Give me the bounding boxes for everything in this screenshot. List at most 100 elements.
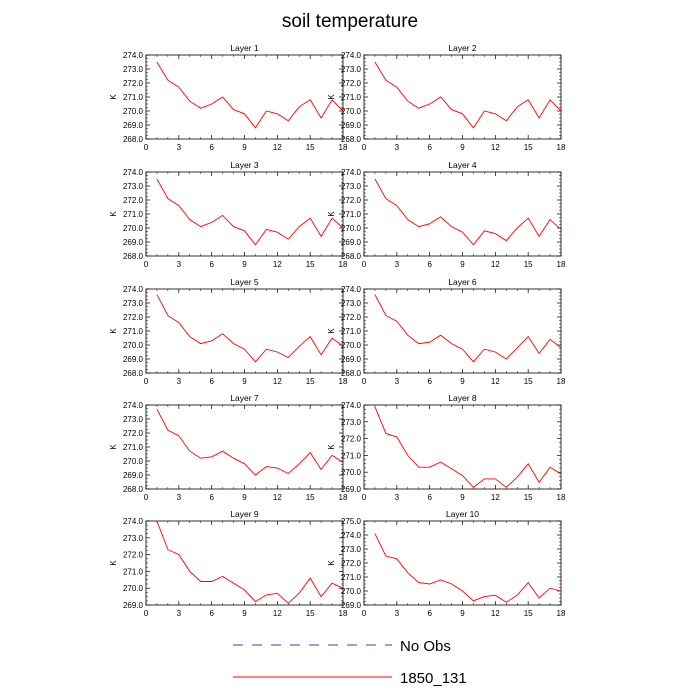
panel-layer-10: Layer 10 269.0 270.0 271.0 272.0 273.0 274.0 27…	[327, 509, 566, 618]
legend-label-2: 1850_131	[400, 670, 467, 687]
y-tick-label: 274.0	[123, 168, 144, 177]
x-tick-label: 3	[177, 260, 182, 269]
y-tick-label: 272.0	[341, 313, 362, 322]
x-tick-label: 0	[362, 377, 367, 386]
y-tick-label: 269.0	[341, 601, 362, 610]
y-tick-label: 271.0	[341, 451, 362, 460]
y-tick-label: 269.0	[123, 601, 144, 610]
panel-layer-5: Layer 5 268.0 269.0 270.0 271.0 272.0 273.0 274…	[109, 277, 348, 386]
series-line-1850-131	[374, 61, 562, 129]
y-tick-label: 268.0	[341, 369, 362, 378]
panel-layer-6: Layer 6 268.0 269.0 270.0 271.0 272.0 273.0 274…	[327, 277, 566, 386]
y-tick-label: 271.0	[123, 327, 144, 336]
y-tick-label: 272.0	[123, 196, 144, 205]
x-tick-label: 9	[460, 260, 465, 269]
series-line-1850-131	[374, 533, 562, 603]
plot-frame	[363, 288, 562, 374]
y-tick-label: 272.0	[123, 79, 144, 88]
y-axis-label: K	[109, 560, 118, 566]
y-tick-label: 274.0	[341, 168, 362, 177]
y-tick-label: 271.0	[341, 93, 362, 102]
plot-frame	[363, 171, 562, 257]
series-line-1850-131	[156, 294, 344, 363]
x-tick-label: 12	[273, 143, 282, 152]
x-tick-label: 15	[306, 493, 315, 502]
x-tick-label: 12	[273, 377, 282, 386]
plot-frame	[363, 404, 562, 490]
y-tick-label: 271.0	[123, 210, 144, 219]
y-tick-label: 270.0	[341, 107, 362, 116]
y-tick-label: 274.0	[123, 51, 144, 60]
x-tick-label: 6	[427, 260, 432, 269]
x-tick-label: 12	[491, 377, 500, 386]
x-tick-label: 15	[524, 143, 533, 152]
panel-title: Layer 3	[230, 160, 259, 170]
y-tick-label: 272.0	[123, 429, 144, 438]
y-tick-label: 272.0	[341, 435, 362, 444]
y-tick-label: 273.0	[123, 65, 144, 74]
y-tick-label: 272.0	[123, 313, 144, 322]
y-tick-label: 268.0	[123, 135, 144, 144]
y-tick-label: 274.0	[341, 51, 362, 60]
series-line-1850-131	[156, 408, 344, 476]
panel-title: Layer 6	[448, 277, 477, 287]
y-tick-label: 274.0	[123, 517, 144, 526]
x-tick-label: 15	[306, 377, 315, 386]
y-tick-label: 271.0	[341, 210, 362, 219]
y-tick-label: 271.0	[341, 573, 362, 582]
x-tick-label: 0	[362, 143, 367, 152]
x-tick-label: 15	[524, 609, 533, 618]
y-tick-label: 269.0	[123, 121, 144, 130]
x-tick-label: 18	[557, 377, 566, 386]
x-tick-label: 0	[144, 493, 149, 502]
x-tick-label: 6	[427, 377, 432, 386]
panel-title: Layer 4	[448, 160, 477, 170]
series-line-1850-131	[156, 520, 344, 604]
x-tick-label: 15	[524, 493, 533, 502]
legend: No Obs 1850_131	[233, 638, 467, 687]
x-tick-label: 3	[395, 377, 400, 386]
y-tick-label: 270.0	[341, 224, 362, 233]
x-tick-label: 12	[273, 493, 282, 502]
y-tick-label: 273.0	[341, 299, 362, 308]
x-tick-label: 3	[177, 143, 182, 152]
y-tick-label: 269.0	[341, 121, 362, 130]
y-tick-label: 271.0	[123, 443, 144, 452]
y-tick-label: 273.0	[123, 415, 144, 424]
y-tick-label: 273.0	[341, 65, 362, 74]
x-tick-label: 0	[362, 493, 367, 502]
y-tick-label: 268.0	[123, 485, 144, 494]
legend-label-1: No Obs	[400, 638, 451, 655]
y-tick-label: 273.0	[341, 418, 362, 427]
panel-layer-9: Layer 9 269.0 270.0 271.0 272.0 273.0 274.0 0 3 6…	[109, 509, 348, 618]
y-tick-label: 270.0	[341, 587, 362, 596]
x-tick-label: 18	[339, 143, 348, 152]
panel-title: Layer 5	[230, 277, 259, 287]
x-tick-label: 6	[209, 609, 214, 618]
x-tick-label: 6	[427, 493, 432, 502]
panel-title: Layer 2	[448, 43, 477, 53]
y-axis-label: K	[109, 94, 118, 100]
x-tick-label: 0	[362, 609, 367, 618]
x-tick-label: 6	[209, 260, 214, 269]
x-tick-label: 9	[242, 260, 247, 269]
panel-layer-3: Layer 3 268.0 269.0 270.0 271.0 272.0 273.0 274…	[109, 160, 348, 269]
x-tick-label: 3	[395, 493, 400, 502]
x-tick-label: 18	[339, 260, 348, 269]
x-tick-label: 3	[395, 143, 400, 152]
y-tick-label: 269.0	[341, 485, 362, 494]
x-tick-label: 0	[144, 377, 149, 386]
y-tick-label: 273.0	[341, 182, 362, 191]
series-line-1850-131	[156, 61, 344, 129]
panel-layer-7: Layer 7 268.0 269.0 270.0 271.0 272.0 273.0 274…	[109, 393, 348, 502]
x-tick-label: 6	[427, 143, 432, 152]
panel-layer-2: Layer 2 268.0 269.0 270.0 271.0 272.0 273.0 274…	[327, 43, 566, 152]
x-tick-label: 9	[460, 143, 465, 152]
y-tick-label: 272.0	[123, 551, 144, 560]
plot-frame	[363, 54, 562, 140]
y-axis-label: K	[327, 560, 336, 566]
x-tick-label: 12	[273, 260, 282, 269]
x-tick-label: 18	[557, 260, 566, 269]
plot-frame	[145, 171, 344, 257]
x-tick-label: 6	[427, 609, 432, 618]
